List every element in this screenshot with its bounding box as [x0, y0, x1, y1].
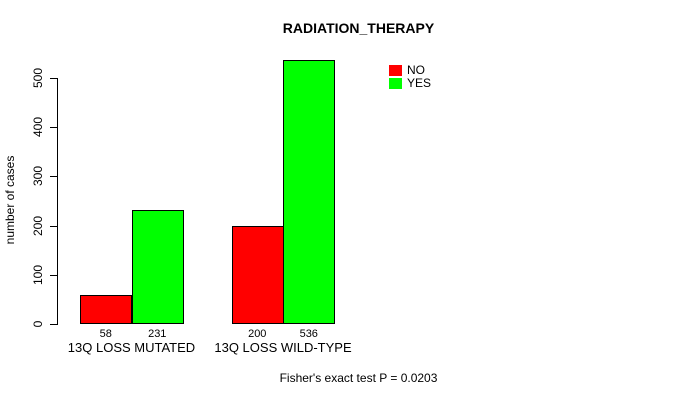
bar-yes-2: [283, 60, 335, 324]
y-tick-mark: [50, 324, 57, 325]
y-tick-label: 100: [31, 264, 45, 285]
y-tick-mark: [50, 78, 57, 79]
bar-value-label: 536: [299, 328, 318, 340]
y-axis-line: [57, 78, 58, 325]
y-tick-label: 300: [31, 166, 45, 187]
category-label: 13Q LOSS WILD-TYPE: [214, 340, 352, 355]
legend-item-no: NO: [389, 64, 431, 77]
y-tick-label: 0: [31, 320, 45, 328]
fisher-test-annotation: Fisher's exact test P = 0.0203: [279, 371, 438, 385]
bar-value-label: 231: [148, 328, 167, 340]
y-tick-label: 500: [31, 67, 45, 89]
y-tick-mark: [50, 127, 57, 129]
bar-yes-1: [131, 210, 184, 324]
bar-no-1: [80, 295, 132, 324]
y-axis-label: number of cases: [3, 155, 17, 245]
legend-label: NO: [407, 63, 425, 77]
y-tick-mark: [50, 225, 57, 227]
legend-label: YES: [407, 76, 432, 90]
y-tick-mark: [50, 274, 57, 276]
bar-value-label: 58: [99, 328, 112, 340]
legend-swatch-yes: [389, 78, 402, 89]
legend-swatch-no: [389, 65, 402, 76]
y-tick-label: 400: [31, 117, 45, 138]
bar-value-label: 200: [248, 328, 267, 340]
y-tick-label: 200: [31, 215, 45, 236]
legend-item-yes: YES: [389, 77, 431, 90]
legend: NO YES: [389, 64, 431, 90]
category-label: 13Q LOSS MUTATED: [67, 340, 196, 355]
chart-title: RADIATION_THERAPY: [282, 20, 435, 36]
bar-no-2: [231, 225, 284, 324]
y-tick-mark: [50, 176, 57, 178]
